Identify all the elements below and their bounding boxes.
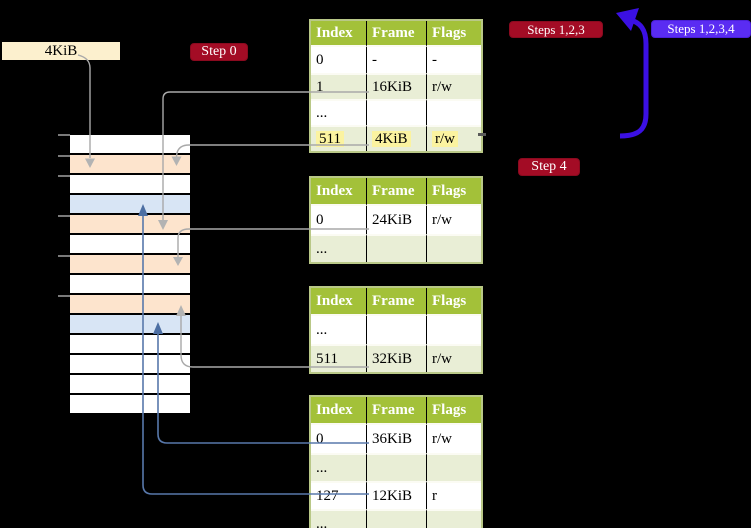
table-cell	[427, 99, 481, 125]
column-header: Flags	[427, 288, 481, 316]
table-cell	[427, 316, 481, 344]
table-cell: 511	[311, 125, 367, 151]
memory-frame-row	[70, 255, 190, 275]
table-row: ...	[311, 234, 481, 262]
table-cell: r/w	[427, 125, 481, 151]
badge-step-4: Step 4	[518, 158, 580, 176]
memory-frame-row	[70, 275, 190, 295]
badge-steps-1-2-3: Steps 1,2,3	[509, 21, 603, 38]
table-row: 0 24KiB r/w	[311, 206, 481, 234]
memory-frame-row	[70, 195, 190, 215]
memory-address-tick	[58, 155, 70, 157]
page-size-label: 4KiB	[2, 42, 120, 60]
memory-stripe	[70, 135, 190, 415]
memory-frame-row	[70, 155, 190, 175]
table-row: 511 4KiB r/w	[311, 125, 481, 151]
column-header: Flags	[427, 397, 481, 425]
page-table-level-4: Index Frame Flags 0- -1 16KiB r/w... 511 4KiB r/w	[309, 19, 483, 153]
table-cell: 0	[311, 47, 367, 73]
table-cell: r/w	[427, 425, 481, 453]
table-cell: 1	[311, 73, 367, 99]
memory-address-tick	[58, 175, 70, 177]
table-cell: -	[427, 47, 481, 73]
table-cell: 0	[311, 425, 367, 453]
column-header: Frame	[367, 397, 427, 425]
column-header: Frame	[367, 178, 427, 206]
table-cell	[367, 509, 427, 528]
badge-steps-1-2-3-4: Steps 1,2,3,4	[651, 20, 751, 38]
connector-stub	[478, 133, 486, 136]
table-cell: ...	[311, 234, 367, 262]
table-cell: 511	[311, 344, 367, 372]
highlighted-value: r/w	[432, 130, 458, 147]
table-row: ...	[311, 316, 481, 344]
table-cell: 12KiB	[367, 481, 427, 509]
table-row: 0--	[311, 47, 481, 73]
memory-frame-row	[70, 215, 190, 235]
column-header: Index	[311, 288, 367, 316]
page-table-level-2: Index Frame Flags... 511 32KiB r/w	[309, 286, 483, 374]
table-cell: r/w	[427, 344, 481, 372]
memory-frame-row	[70, 395, 190, 415]
memory-frame-row	[70, 175, 190, 195]
table-row: 0 36KiB r/w	[311, 425, 481, 453]
column-header: Index	[311, 21, 367, 47]
memory-address-tick	[58, 215, 70, 217]
column-header: Index	[311, 178, 367, 206]
memory-address-tick	[58, 255, 70, 257]
memory-address-tick	[58, 134, 70, 136]
memory-frame-row	[70, 315, 190, 335]
table-cell: 127	[311, 481, 367, 509]
table-row: ...	[311, 99, 481, 125]
table-cell	[367, 99, 427, 125]
table-cell	[367, 234, 427, 262]
table-cell: 4KiB	[367, 125, 427, 151]
table-cell: ...	[311, 509, 367, 528]
highlighted-value: 4KiB	[372, 130, 411, 147]
table-cell: 32KiB	[367, 344, 427, 372]
table-cell: -	[367, 47, 427, 73]
table-cell: ...	[311, 453, 367, 481]
table-row: 127 12KiB r	[311, 481, 481, 509]
table-row: ...	[311, 453, 481, 481]
memory-address-tick	[58, 295, 70, 297]
table-cell: ...	[311, 316, 367, 344]
table-cell: r/w	[427, 73, 481, 99]
table-row: ...	[311, 509, 481, 528]
table-cell: ...	[311, 99, 367, 125]
tlb-skip-arrow	[616, 8, 649, 139]
table-cell	[427, 234, 481, 262]
memory-frame-row	[70, 295, 190, 315]
table-cell: 24KiB	[367, 206, 427, 234]
table-cell: 0	[311, 206, 367, 234]
memory-frame-row	[70, 135, 190, 155]
table-cell	[427, 453, 481, 481]
table-row: 1 16KiB r/w	[311, 73, 481, 99]
table-cell	[367, 316, 427, 344]
memory-frame-row	[70, 235, 190, 255]
table-cell: 36KiB	[367, 425, 427, 453]
column-header: Flags	[427, 178, 481, 206]
table-cell: 16KiB	[367, 73, 427, 99]
table-cell	[427, 509, 481, 528]
memory-frame-row	[70, 355, 190, 375]
table-cell: r	[427, 481, 481, 509]
table-cell	[367, 453, 427, 481]
badge-step-0: Step 0	[190, 43, 248, 61]
table-cell: r/w	[427, 206, 481, 234]
column-header: Frame	[367, 21, 427, 47]
page-table-level-1: Index Frame Flags 0 36KiB r/w... 127 12KiB r...	[309, 395, 483, 528]
column-header: Flags	[427, 21, 481, 47]
memory-frame-row	[70, 375, 190, 395]
table-row: 511 32KiB r/w	[311, 344, 481, 372]
memory-frame-row	[70, 335, 190, 355]
page-table-level-3: Index Frame Flags 0 24KiB r/w...	[309, 176, 483, 264]
highlighted-value: 511	[316, 130, 344, 147]
column-header: Frame	[367, 288, 427, 316]
column-header: Index	[311, 397, 367, 425]
